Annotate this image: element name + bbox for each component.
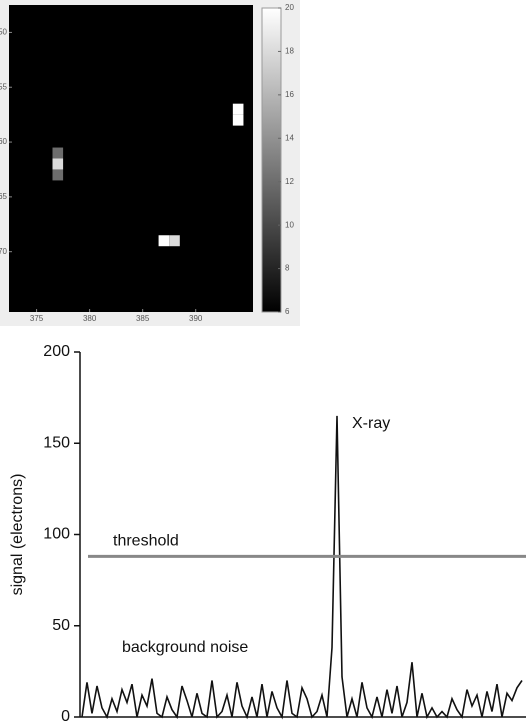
colorbar-tick-label: 12 — [285, 177, 294, 186]
heatmap-cell — [52, 169, 63, 180]
colorbar-tick-label: 14 — [285, 133, 294, 142]
heatmap-cell — [159, 235, 170, 246]
signal-line — [82, 416, 522, 717]
y-tick-label: 100 — [43, 526, 70, 543]
y-tick-label: 850 — [0, 28, 8, 37]
annotation: background noise — [122, 639, 248, 656]
y-axis-label: signal (electrons) — [9, 474, 26, 596]
y-tick-label: 860 — [0, 137, 8, 146]
x-tick-label: 380 — [83, 314, 97, 323]
y-tick-label: 50 — [52, 617, 70, 634]
colorbar-tick-label: 16 — [285, 90, 294, 99]
y-tick-label: 0 — [61, 708, 70, 724]
colorbar-tick-label: 20 — [285, 3, 294, 12]
threshold-label: threshold — [113, 533, 179, 550]
y-tick-label: 870 — [0, 247, 8, 256]
y-tick-label: 200 — [43, 343, 70, 360]
annotation: X-ray — [352, 415, 390, 432]
heatmap-cell — [52, 148, 63, 159]
heatmap-cell — [169, 235, 180, 246]
x-tick-label: 375 — [30, 314, 44, 323]
colorbar-tick-label: 10 — [285, 220, 294, 229]
x-tick-label: 390 — [189, 314, 203, 323]
y-tick-label: 150 — [43, 434, 70, 451]
heatmap-background — [9, 5, 253, 312]
colorbar-tick-label: 18 — [285, 47, 294, 56]
colorbar-tick-label: 6 — [285, 307, 290, 316]
y-tick-label: 855 — [0, 82, 8, 91]
y-tick-label: 865 — [0, 192, 8, 201]
x-tick-label: 385 — [136, 314, 150, 323]
colorbar-tick-label: 8 — [285, 264, 290, 273]
colorbar — [262, 8, 281, 312]
heatmap-cell — [233, 104, 244, 115]
heatmap-cell — [233, 115, 244, 126]
heatmap-cell — [52, 159, 63, 170]
figure: 375 380 385 390 850 855 860 865 870 6 8 10 12 14 16 18 2… — [0, 0, 526, 724]
